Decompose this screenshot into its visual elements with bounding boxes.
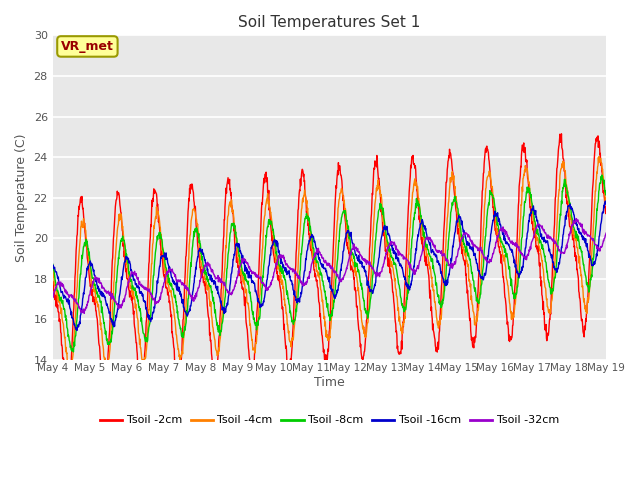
Tsoil -8cm	[598, 172, 605, 178]
Tsoil -2cm	[63, 395, 71, 401]
Tsoil -4cm	[234, 254, 242, 260]
Tsoil -4cm	[159, 245, 166, 251]
Tsoil -2cm	[234, 264, 242, 270]
Tsoil -8cm	[159, 247, 166, 252]
Tsoil -4cm	[602, 199, 610, 205]
Tsoil -16cm	[73, 328, 81, 334]
Tsoil -4cm	[66, 374, 74, 380]
Tsoil -8cm	[49, 261, 56, 267]
Tsoil -16cm	[49, 264, 56, 270]
Tsoil -32cm	[49, 294, 56, 300]
Tsoil -32cm	[81, 311, 88, 316]
Tsoil -4cm	[416, 204, 424, 210]
Tsoil -4cm	[537, 251, 545, 257]
Tsoil -16cm	[234, 243, 242, 249]
Tsoil -2cm	[172, 367, 180, 373]
Tsoil -2cm	[49, 284, 56, 290]
Tsoil -32cm	[234, 272, 242, 277]
Tsoil -2cm	[416, 213, 424, 218]
Tsoil -4cm	[49, 267, 56, 273]
Tsoil -8cm	[488, 192, 496, 198]
Tsoil -8cm	[234, 245, 242, 251]
Tsoil -2cm	[159, 259, 166, 264]
Tsoil -16cm	[488, 224, 496, 229]
Tsoil -16cm	[602, 198, 609, 204]
Tsoil -32cm	[172, 277, 180, 283]
Tsoil -2cm	[488, 189, 496, 194]
Tsoil -32cm	[488, 255, 496, 261]
Tsoil -4cm	[595, 154, 603, 159]
Tsoil -4cm	[172, 332, 180, 337]
Tsoil -16cm	[159, 254, 166, 260]
Tsoil -32cm	[572, 216, 580, 221]
Tsoil -2cm	[557, 131, 565, 137]
X-axis label: Time: Time	[314, 375, 345, 389]
Legend: Tsoil -2cm, Tsoil -4cm, Tsoil -8cm, Tsoil -16cm, Tsoil -32cm: Tsoil -2cm, Tsoil -4cm, Tsoil -8cm, Tsoi…	[95, 411, 563, 430]
Y-axis label: Soil Temperature (C): Soil Temperature (C)	[15, 133, 28, 262]
Title: Soil Temperatures Set 1: Soil Temperatures Set 1	[238, 15, 420, 30]
Line: Tsoil -32cm: Tsoil -32cm	[52, 218, 606, 313]
Tsoil -16cm	[537, 233, 545, 239]
Tsoil -8cm	[537, 238, 545, 244]
Tsoil -32cm	[159, 284, 166, 289]
Line: Tsoil -16cm: Tsoil -16cm	[52, 201, 606, 331]
Tsoil -4cm	[488, 185, 496, 191]
Tsoil -16cm	[602, 202, 610, 207]
Line: Tsoil -8cm: Tsoil -8cm	[52, 175, 606, 352]
Line: Tsoil -4cm: Tsoil -4cm	[52, 156, 606, 377]
Tsoil -8cm	[70, 349, 77, 355]
Tsoil -16cm	[416, 226, 424, 231]
Tsoil -32cm	[537, 223, 545, 228]
Tsoil -32cm	[602, 230, 610, 236]
Tsoil -8cm	[172, 299, 180, 304]
Text: VR_met: VR_met	[61, 40, 114, 53]
Tsoil -32cm	[416, 258, 424, 264]
Tsoil -8cm	[602, 191, 610, 197]
Line: Tsoil -2cm: Tsoil -2cm	[52, 134, 606, 398]
Tsoil -2cm	[537, 274, 545, 279]
Tsoil -2cm	[602, 204, 610, 210]
Tsoil -8cm	[416, 204, 424, 210]
Tsoil -16cm	[172, 283, 180, 289]
